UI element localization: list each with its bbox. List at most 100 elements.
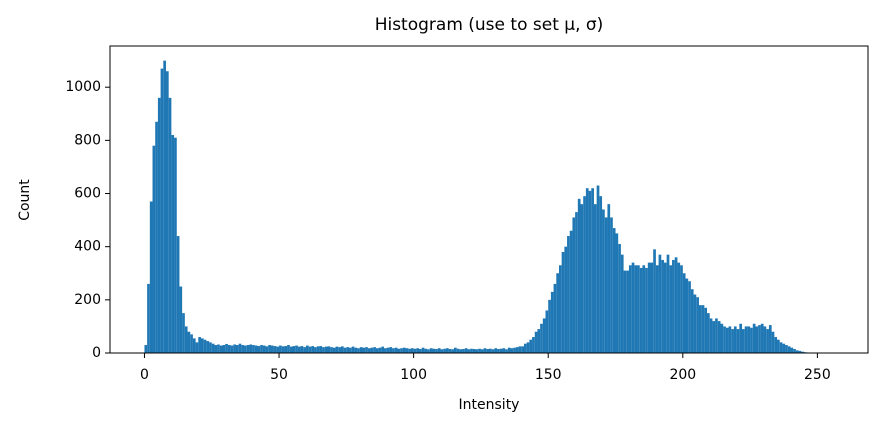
bar <box>174 137 177 353</box>
bar <box>281 346 285 353</box>
x-tick-label: 100 <box>400 367 427 383</box>
bar <box>157 97 161 353</box>
bar <box>483 348 487 353</box>
bar <box>179 286 183 353</box>
bar <box>440 349 444 353</box>
bar <box>548 299 551 353</box>
bar <box>499 348 503 353</box>
y-axis-label: Count <box>17 179 33 221</box>
bar <box>698 305 702 353</box>
bar <box>731 329 734 353</box>
bar <box>241 345 245 353</box>
bar <box>583 196 586 353</box>
bar <box>782 343 786 353</box>
bar <box>413 348 417 353</box>
bar <box>615 233 619 353</box>
bar <box>532 337 535 353</box>
bar <box>744 326 748 353</box>
bar <box>279 345 282 353</box>
bar <box>359 347 363 353</box>
bar <box>437 348 441 353</box>
bar <box>575 212 578 353</box>
bar <box>537 329 541 353</box>
bar <box>316 346 320 353</box>
y-tick-label: 400 <box>74 239 101 255</box>
bar <box>152 145 156 353</box>
bar <box>634 265 638 353</box>
bar <box>720 323 724 353</box>
bar <box>513 347 516 353</box>
bar <box>252 345 255 353</box>
bar <box>421 347 425 353</box>
bar <box>276 346 280 353</box>
bar <box>182 313 185 353</box>
bar <box>160 68 164 353</box>
bar <box>219 345 223 353</box>
bar <box>144 345 148 353</box>
bar <box>211 343 215 353</box>
bar <box>755 326 759 353</box>
bar <box>340 346 344 353</box>
bar <box>798 350 802 353</box>
bar <box>494 348 498 353</box>
bar <box>362 347 366 353</box>
bar <box>184 326 188 353</box>
bar <box>663 262 667 353</box>
bar <box>591 188 594 353</box>
bar <box>693 294 697 353</box>
x-tick-label: 200 <box>669 367 696 383</box>
bar <box>445 348 449 353</box>
bar <box>308 346 312 353</box>
axes-frame <box>109 45 869 354</box>
bar <box>260 345 263 353</box>
bar <box>190 334 193 353</box>
bar <box>747 326 751 353</box>
x-tick-label: 0 <box>140 367 149 383</box>
bar <box>701 305 705 353</box>
bar <box>198 337 201 353</box>
bar <box>585 188 589 353</box>
bar <box>324 346 328 353</box>
bar <box>674 257 678 353</box>
bar <box>728 326 732 353</box>
bar <box>771 331 775 353</box>
bar <box>655 265 659 353</box>
bar <box>787 346 791 353</box>
bar <box>386 347 390 353</box>
bar <box>790 347 794 353</box>
bar <box>305 345 309 353</box>
bar <box>176 236 180 353</box>
bar <box>742 329 745 353</box>
bar <box>596 185 600 353</box>
bar <box>206 341 210 353</box>
bar <box>518 346 522 353</box>
bar <box>165 71 169 353</box>
bar <box>642 265 646 353</box>
bar <box>785 345 788 353</box>
bar <box>650 262 654 353</box>
bar <box>475 349 479 353</box>
bar <box>384 348 387 353</box>
bar <box>451 349 455 353</box>
bar <box>607 204 611 353</box>
bar <box>491 349 495 353</box>
y-tick-label: 800 <box>74 132 101 148</box>
bar <box>410 348 414 353</box>
bar <box>620 254 624 353</box>
bar <box>569 230 573 353</box>
bar <box>203 339 207 353</box>
bar <box>733 326 737 353</box>
bar <box>556 273 559 353</box>
bar <box>432 348 436 353</box>
bar <box>405 348 409 353</box>
bar <box>723 326 726 353</box>
bar <box>249 344 253 353</box>
bar <box>311 346 315 353</box>
bar <box>349 347 352 353</box>
bar <box>502 348 506 353</box>
bar <box>480 349 484 353</box>
bar <box>545 310 549 353</box>
bar <box>507 347 511 353</box>
bar <box>637 265 640 353</box>
